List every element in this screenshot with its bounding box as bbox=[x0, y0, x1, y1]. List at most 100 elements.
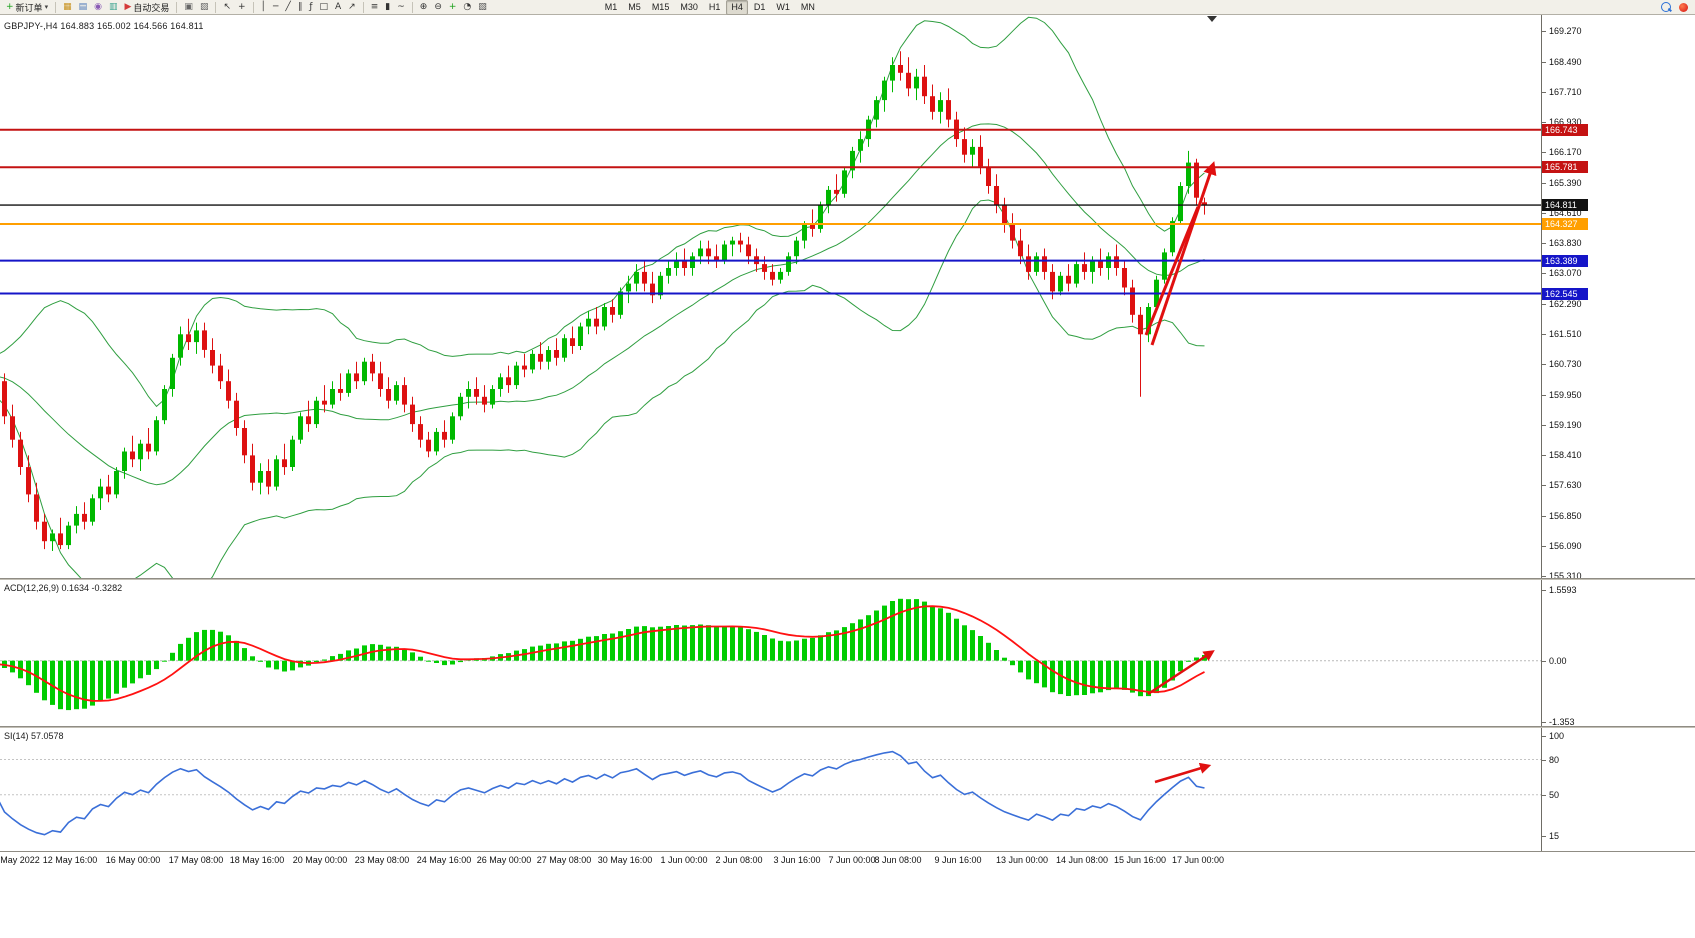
time-axis[interactable]: May 2022 12 May 16:00 16 May 00:00 17 May 0… bbox=[0, 851, 1695, 868]
new-order-button[interactable]: + 新订单 ▾ bbox=[3, 1, 51, 14]
toolbar: + 新订单 ▾ ▦ ▤ ◉ ▥ ▶ 自动交易 ▣ ▨ ↖ + │ ─ ╱ ∥ ƒ □ A ↗ ≡ ▮ ~ ⊕ ⊖ + ◔ ▧ M1 M5 M… bbox=[0, 0, 1695, 15]
rsi-line bbox=[0, 750, 1205, 836]
time-axis-label: 23 May 08:00 bbox=[354, 855, 410, 865]
panel-separator[interactable] bbox=[0, 726, 1695, 728]
time-axis-label: 17 May 08:00 bbox=[168, 855, 224, 865]
timeframe-w1-button[interactable]: W1 bbox=[776, 1, 790, 12]
market-watch-button[interactable]: ▤ bbox=[76, 1, 91, 14]
trendline-button[interactable]: ╱ bbox=[282, 1, 293, 14]
price-axis[interactable]: 169.270 168.490 167.710 166.930 166.170 165.3… bbox=[1541, 15, 1695, 851]
shapes-button[interactable]: □ bbox=[316, 1, 331, 14]
community-icon[interactable] bbox=[1679, 2, 1688, 12]
current-price-badge: 164.811 bbox=[1542, 199, 1588, 212]
time-axis-label: 27 May 08:00 bbox=[536, 855, 592, 865]
axis-tick bbox=[1542, 243, 1546, 245]
cursor-icon: ↖ bbox=[223, 1, 231, 12]
channel-icon: ∥ bbox=[297, 1, 303, 12]
macd-axis-label: 1.5593 bbox=[1549, 585, 1577, 595]
new-chart-icon: ▣ bbox=[184, 1, 193, 12]
axis-tick bbox=[1542, 152, 1546, 153]
navigator-button[interactable]: ◉ bbox=[91, 1, 105, 14]
time-axis-label: 15 Jun 16:00 bbox=[1113, 855, 1167, 865]
price-axis-label: 159.190 bbox=[1549, 419, 1582, 430]
arrow-tool-button[interactable]: ↗ bbox=[345, 1, 359, 14]
price-axis-label: 159.950 bbox=[1549, 389, 1582, 400]
axis-tick bbox=[1542, 424, 1546, 426]
horizontal-line-button[interactable]: ─ bbox=[270, 1, 281, 14]
bar-chart-icon: ≡ bbox=[370, 1, 379, 12]
cursor-button[interactable]: ↖ bbox=[220, 1, 234, 14]
timeframe-h1-button[interactable]: H1 bbox=[708, 1, 721, 12]
time-axis-label: 30 May 16:00 bbox=[597, 855, 653, 865]
bollinger-band-line bbox=[0, 123, 1205, 486]
crosshair-button[interactable]: + bbox=[235, 1, 249, 14]
axis-tick bbox=[1542, 590, 1546, 591]
trendline-icon: ╱ bbox=[285, 1, 291, 12]
vertical-line-icon: │ bbox=[260, 1, 266, 12]
price-axis-label: 167.710 bbox=[1549, 86, 1582, 97]
axis-tick bbox=[1542, 394, 1546, 396]
horizontal-line-icon: ─ bbox=[272, 1, 279, 12]
market-watch-icon: ▤ bbox=[78, 1, 88, 12]
text-button[interactable]: A bbox=[332, 1, 344, 14]
templates-button[interactable]: ▧ bbox=[475, 1, 490, 14]
axis-tick bbox=[1542, 455, 1546, 456]
toolbar-separator bbox=[55, 1, 57, 13]
axis-tick bbox=[1542, 545, 1546, 547]
fibonacci-button[interactable]: ƒ bbox=[306, 1, 315, 14]
time-axis-label: 18 May 16:00 bbox=[229, 855, 285, 865]
macd-canvas[interactable] bbox=[0, 580, 1541, 726]
time-axis-label: 26 May 00:00 bbox=[476, 855, 532, 865]
time-axis-label: May 2022 bbox=[0, 855, 40, 865]
auto-trading-icon: ▶ bbox=[124, 1, 132, 12]
rsi-canvas[interactable] bbox=[0, 728, 1541, 851]
price-axis-label: 160.730 bbox=[1549, 359, 1582, 370]
price-axis-label: 168.490 bbox=[1549, 56, 1582, 67]
new-chart-button[interactable]: ▣ bbox=[181, 1, 196, 14]
price-axis-label: 163.070 bbox=[1549, 268, 1582, 278]
search-icon[interactable] bbox=[1661, 2, 1671, 12]
axis-tick bbox=[1542, 660, 1546, 662]
price-axis-label: 163.830 bbox=[1549, 238, 1582, 249]
trend-arrow bbox=[1147, 650, 1215, 696]
shapes-icon: □ bbox=[319, 1, 328, 12]
auto-trading-button-label: 自动交易 bbox=[133, 2, 170, 13]
price-chart-canvas[interactable] bbox=[0, 15, 1541, 578]
axis-tick bbox=[1542, 485, 1546, 487]
charts-window-icon: ▦ bbox=[63, 1, 72, 12]
macd-signal-line bbox=[0, 605, 1205, 702]
periods-button[interactable]: ◔ bbox=[460, 1, 474, 14]
timeframe-m1-button[interactable]: M1 bbox=[604, 1, 618, 12]
timeframe-d1-button[interactable]: D1 bbox=[753, 1, 766, 12]
candlestick-chart-button[interactable]: ▮ bbox=[382, 1, 393, 14]
axis-tick bbox=[1542, 182, 1546, 184]
zoom-out-button[interactable]: ⊖ bbox=[431, 1, 445, 14]
vertical-line-button[interactable]: │ bbox=[258, 1, 269, 14]
timeframe-m15-button[interactable]: M15 bbox=[651, 1, 670, 12]
symbol-info: GBPJPY-,H4 164.883 165.002 164.566 164.8… bbox=[4, 21, 204, 31]
channel-button[interactable]: ∥ bbox=[295, 1, 306, 14]
profiles-button[interactable]: ▨ bbox=[197, 1, 212, 14]
indicators-button[interactable]: + bbox=[446, 1, 460, 14]
zoom-in-button[interactable]: ⊕ bbox=[417, 1, 431, 14]
timeframe-h4-button[interactable]: H4 bbox=[726, 0, 748, 15]
arrow-tool-icon: ↗ bbox=[348, 1, 356, 12]
axis-tick bbox=[1542, 303, 1546, 305]
line-chart-button[interactable]: ~ bbox=[394, 1, 408, 14]
timeframe-m30-button[interactable]: M30 bbox=[680, 1, 698, 12]
trend-arrow bbox=[1154, 762, 1212, 784]
zoom-out-icon: ⊖ bbox=[434, 1, 442, 12]
timeframe-m5-button[interactable]: M5 bbox=[628, 1, 641, 12]
charts-window-button[interactable]: ▦ bbox=[60, 1, 75, 14]
timeframe-mn-button[interactable]: MN bbox=[800, 1, 815, 12]
time-axis-label: 17 Jun 00:00 bbox=[1171, 855, 1225, 865]
auto-trading-button[interactable]: ▶ 自动交易 bbox=[121, 1, 172, 14]
axis-tick bbox=[1542, 364, 1546, 366]
bar-chart-button[interactable]: ≡ bbox=[368, 1, 382, 14]
price-axis-label: 166.170 bbox=[1549, 147, 1582, 157]
panel-separator[interactable] bbox=[0, 578, 1695, 580]
price-axis-label: 162.290 bbox=[1549, 298, 1582, 309]
terminal-icon: ▥ bbox=[108, 1, 118, 12]
terminal-button[interactable]: ▥ bbox=[106, 1, 121, 14]
price-axis-label: 165.390 bbox=[1549, 177, 1582, 188]
